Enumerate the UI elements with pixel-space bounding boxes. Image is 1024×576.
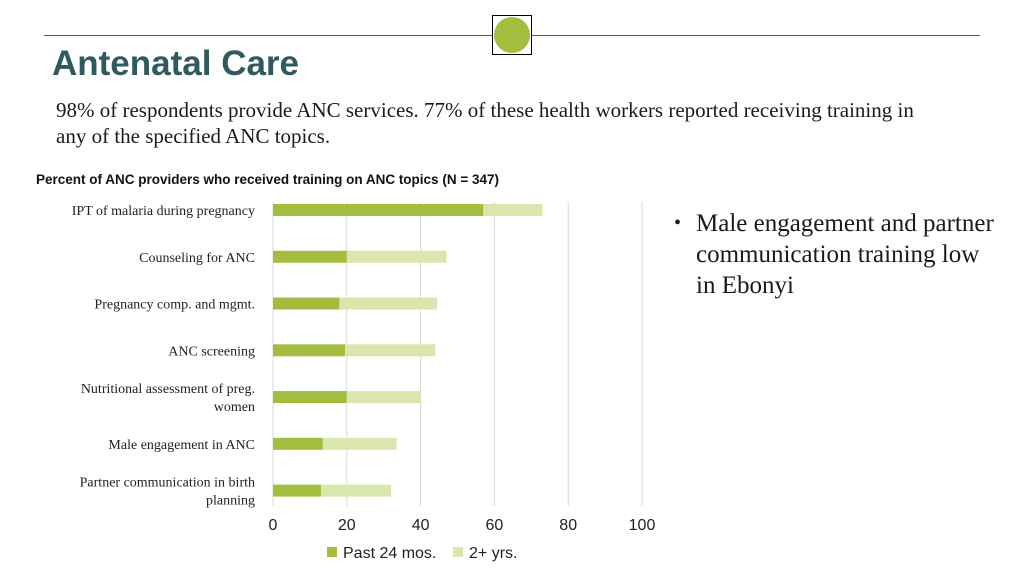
category-label-line: IPT of malaria during pregnancy (72, 204, 255, 219)
page-subtitle: 98% of respondents provide ANC services.… (56, 98, 914, 148)
bar-past-24-mos-6 (273, 484, 321, 497)
key-finding-text: Male engagement and partner communicatio… (696, 210, 994, 299)
category-label-5: Male engagement in ANC (108, 438, 255, 453)
category-label-line: planning (206, 494, 255, 509)
category-label-2: Pregnancy comp. and mgmt. (94, 298, 255, 313)
x-tick-label-60: 60 (486, 517, 504, 534)
logo-badge (492, 15, 532, 55)
bar-past-24-mos-5 (273, 437, 323, 450)
bar-2plus-yrs-3 (344, 344, 436, 357)
logo-frame (492, 15, 532, 55)
chart-title: Percent of ANC providers who received tr… (36, 172, 499, 187)
x-tick-label-100: 100 (629, 517, 656, 534)
legend-swatch-1 (453, 547, 463, 557)
x-tick-label-20: 20 (338, 517, 356, 534)
x-tick-label-40: 40 (412, 517, 430, 534)
bar-2plus-yrs-1 (346, 250, 447, 263)
category-label-4: Nutritional assessment of preg. women (81, 382, 255, 415)
category-label-6: Partner communication in birth planning (80, 476, 255, 509)
category-label-line: Male engagement in ANC (108, 438, 255, 453)
legend-swatch-0 (327, 547, 337, 557)
category-label-0: IPT of malaria during pregnancy (72, 204, 255, 219)
category-label-line: Partner communication in birth (80, 476, 255, 491)
key-finding-bullet: • Male engagement and partner communicat… (674, 208, 994, 301)
category-label-3: ANC screening (168, 344, 255, 359)
legend-label-0: Past 24 mos. (343, 545, 436, 562)
bar-past-24-mos-0 (273, 204, 484, 216)
bar-2plus-yrs-4 (346, 391, 421, 404)
bar-2plus-yrs-5 (322, 437, 397, 450)
x-tick-label-0: 0 (269, 517, 278, 534)
bar-past-24-mos-2 (273, 297, 340, 310)
bar-past-24-mos-3 (273, 344, 345, 357)
green-circle-icon (494, 17, 530, 53)
bar-past-24-mos-1 (273, 250, 347, 263)
category-label-line: Pregnancy comp. and mgmt. (94, 298, 255, 313)
bar-2plus-yrs-6 (320, 484, 392, 497)
bar-2plus-yrs-2 (339, 297, 438, 310)
bar-chart: IPT of malaria during pregnancy Counselin… (72, 202, 656, 562)
category-label-line: Counseling for ANC (139, 251, 255, 266)
category-label-line: women (214, 400, 255, 415)
page-title: Antenatal Care (52, 44, 300, 83)
category-label-1: Counseling for ANC (139, 251, 255, 266)
x-tick-label-80: 80 (559, 517, 577, 534)
category-label-line: ANC screening (168, 344, 255, 359)
bullet-icon: • (674, 212, 682, 234)
category-label-line: Nutritional assessment of preg. (81, 382, 255, 397)
legend-label-1: 2+ yrs. (469, 545, 517, 562)
bar-past-24-mos-4 (273, 391, 347, 404)
bar-2plus-yrs-0 (483, 204, 543, 216)
